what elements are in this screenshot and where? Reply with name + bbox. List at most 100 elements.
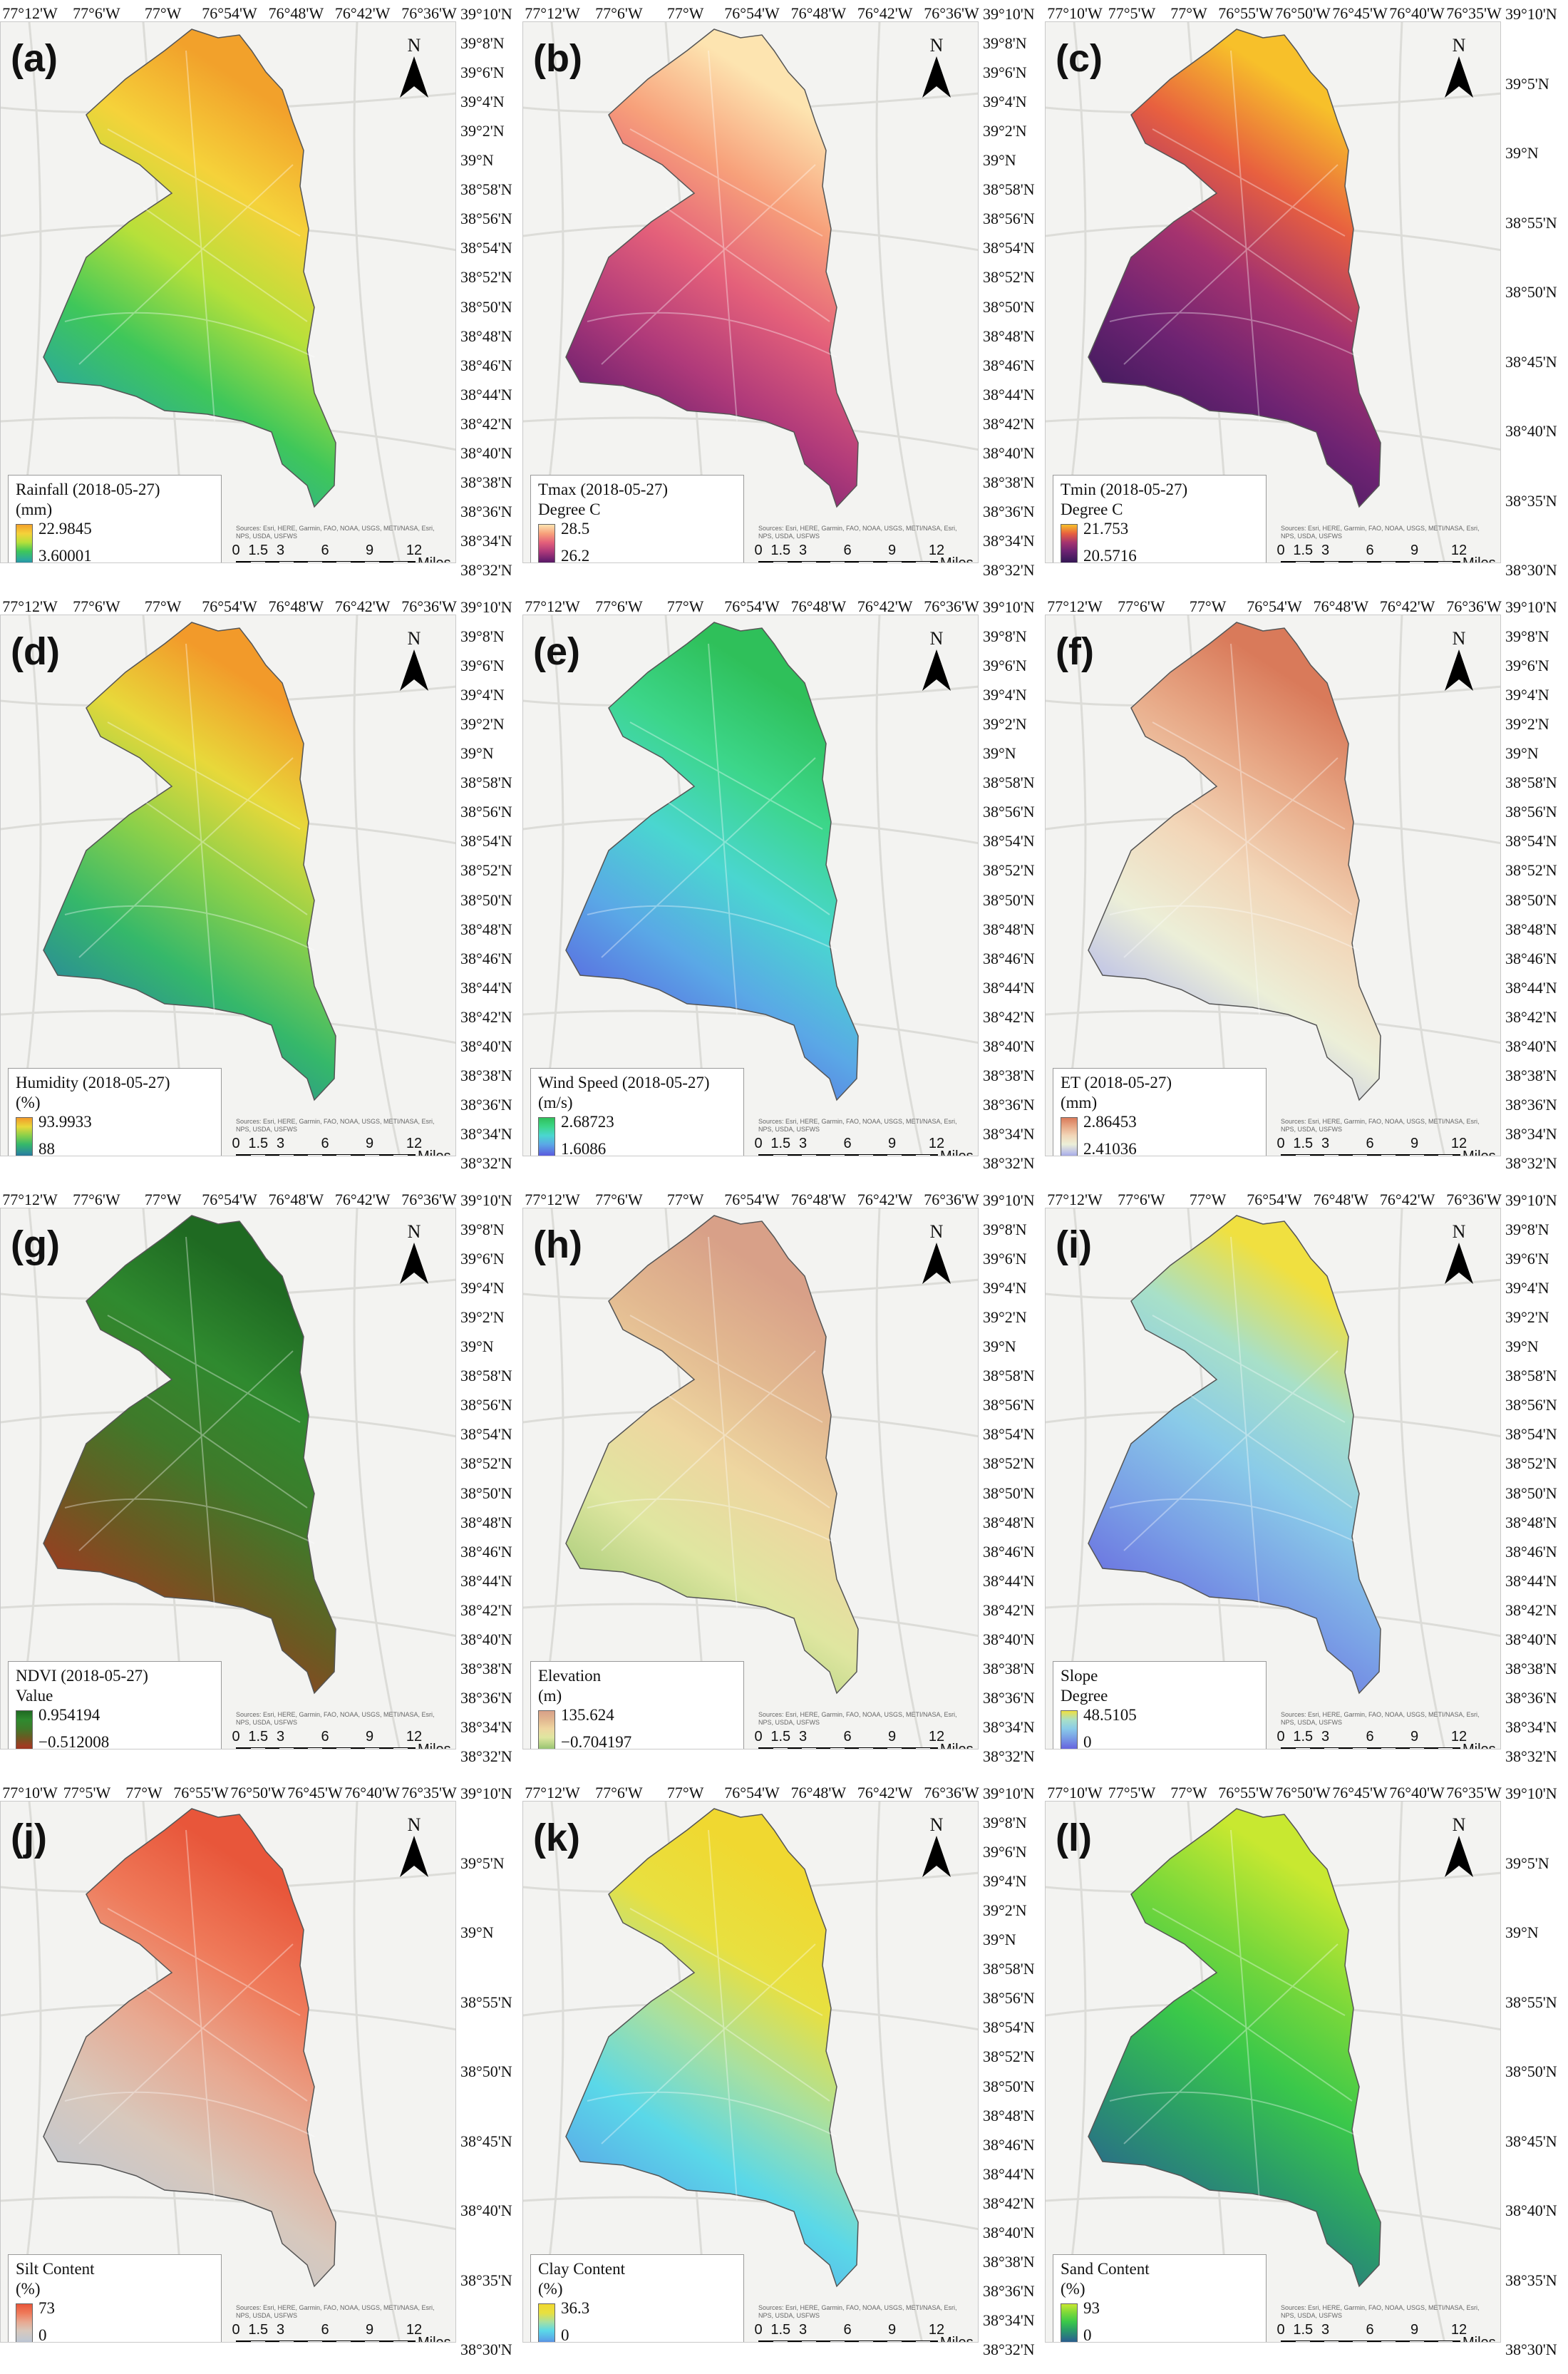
latitude-tick-label: 39°N: [460, 744, 494, 763]
longitude-tick-label: 77°W: [144, 597, 182, 615]
legend-max-value: 2.86453: [1083, 1113, 1137, 1131]
longitude-tick-label: 76°55'W: [1218, 4, 1274, 22]
latitude-tick-label: 39°N: [983, 1337, 1016, 1356]
longitude-tick-label: 77°12'W: [2, 597, 58, 615]
latitude-tick-label: 38°44'N: [460, 385, 512, 404]
road-overlay: [64, 1236, 315, 1608]
scale-bar: 0 1.5 3 6 9 12 Miles: [232, 1729, 451, 1749]
longitude-tick-label: 77°5'W: [1108, 4, 1156, 22]
latitude-tick-label: 39°N: [1505, 1337, 1539, 1356]
latitude-tick-label: 39°8'N: [460, 34, 505, 53]
map-frame[interactable]: (f) N ET (2018-05-27) (mm) 2.86453 2.410…: [1045, 615, 1501, 1156]
latitude-tick-label: 39°2'N: [983, 1901, 1027, 1920]
latitude-tick-label: 38°34'N: [983, 2311, 1035, 2329]
latitude-tick-label: 38°54'N: [460, 832, 512, 851]
scale-bar-tick: 6: [843, 2322, 852, 2338]
basemap-road: [875, 1208, 924, 1749]
north-label: N: [929, 1221, 944, 1242]
latitude-tick-label: 38°32'N: [460, 1154, 512, 1172]
legend-title: Tmax (2018-05-27): [538, 481, 669, 498]
map-frame[interactable]: (e) N Wind Speed (2018-05-27) (m/s) 2.68…: [522, 615, 979, 1156]
latitude-tick-label: 38°50'N: [983, 890, 1035, 909]
longitude-tick-labels: 77°12'W 77°6'W 77°W 76°54'W 76°48'W 76°42'W 76…: [522, 1779, 979, 1802]
legend-color-ramp: [16, 1117, 33, 1156]
map-frame[interactable]: (h) N Elevation (m) 135.624 −0.704197 So…: [522, 1208, 979, 1749]
map-frame[interactable]: (l) N Sand Content (%) 93 0 Sources: Esr…: [1045, 1801, 1501, 2343]
latitude-tick-label: 38°50'N: [1505, 1484, 1557, 1502]
scale-bar-ticks: 0 1.5 3 6 9 12: [1276, 2322, 1495, 2338]
north-label: N: [929, 35, 944, 56]
map-frame[interactable]: (i) N Slope Degree 48.5105 0 Sources: Es…: [1045, 1208, 1501, 1749]
scale-bar-tick: 1.5: [248, 543, 269, 558]
latitude-tick-labels: 39°10'N 39°8'N 39°6'N 39°4'N 39°2'N 39°N 38°58…: [1501, 1186, 1567, 1779]
latitude-tick-label: 39°8'N: [983, 1814, 1027, 1832]
legend-max-value: 0.954194: [38, 1706, 100, 1724]
longitude-tick-labels: 77°10'W 77°5'W 77°W 76°55'W 76°50'W 76°45'W 76…: [1045, 1779, 1502, 1802]
scale-bar-graphic: [236, 1747, 416, 1749]
legend-unit: (mm): [16, 500, 53, 518]
longitude-tick-label: 77°W: [1189, 1191, 1227, 1208]
longitude-tick-label: 76°36'W: [924, 597, 979, 615]
latitude-tick-label: 38°38'N: [460, 473, 512, 491]
legend-unit: (%): [538, 2280, 563, 2298]
latitude-tick-label: 38°38'N: [983, 1066, 1035, 1084]
map-panel-c: 77°10'W 77°5'W 77°W 76°55'W 76°50'W 76°45'W 76…: [1045, 0, 1567, 593]
latitude-tick-label: 38°44'N: [460, 1571, 512, 1590]
scale-bar: 0 1.5 3 6 9 12 Miles: [754, 1729, 974, 1749]
scale-bar-tick: 1.5: [770, 543, 791, 558]
latitude-tick-label: 38°48'N: [983, 327, 1035, 345]
panel-label: (e): [533, 630, 580, 673]
latitude-tick-label: 38°56'N: [460, 1396, 512, 1414]
map-credits: Sources: Esri, HERE, Garmin, FAO, NOAA, …: [236, 2304, 435, 2319]
latitude-tick-label: 38°44'N: [983, 1571, 1035, 1590]
longitude-tick-label: 76°54'W: [724, 1784, 780, 1802]
latitude-tick-label: 39°10'N: [460, 598, 512, 616]
scale-bar: 0 1.5 3 6 9 12 Miles: [232, 2322, 451, 2342]
latitude-tick-label: 38°42'N: [460, 1600, 512, 1619]
legend-min-value: −0.704197: [561, 1733, 632, 1749]
latitude-tick-label: 38°54'N: [1505, 1425, 1557, 1444]
latitude-tick-labels: 39°10'N 39°8'N 39°6'N 39°4'N 39°2'N 39°N 38°58…: [979, 1779, 1045, 2373]
scale-bar-tick: 3: [1321, 2322, 1330, 2338]
longitude-tick-label: 76°42'W: [857, 4, 913, 22]
legend: Silt Content (%) 73 0: [8, 2254, 222, 2342]
scale-bar-unit: Miles: [940, 1149, 974, 1156]
latitude-tick-label: 38°52'N: [983, 2047, 1035, 2066]
map-credits: Sources: Esri, HERE, Garmin, FAO, NOAA, …: [236, 1118, 435, 1133]
legend: Slope Degree 48.5105 0: [1053, 1661, 1267, 1749]
basemap-road: [875, 615, 924, 1156]
longitude-tick-label: 77°10'W: [1047, 1784, 1103, 1802]
latitude-tick-labels: 39°10'N 39°8'N 39°6'N 39°4'N 39°2'N 39°N 38°58…: [1501, 593, 1567, 1186]
latitude-tick-label: 38°44'N: [983, 2164, 1035, 2183]
latitude-tick-label: 38°34'N: [460, 1124, 512, 1143]
latitude-tick-label: 39°N: [460, 1923, 494, 1941]
latitude-tick-label: 38°32'N: [460, 561, 512, 579]
map-frame[interactable]: (a) N Rainfall (2018-05-27) (mm) 22.9845…: [0, 21, 456, 563]
latitude-tick-label: 39°2'N: [1505, 715, 1549, 734]
basemap-road: [1, 1009, 455, 1044]
scale-bar-tick: 0: [232, 2322, 240, 2338]
study-area-raster: [43, 622, 336, 1101]
latitude-tick-label: 38°56'N: [1505, 1396, 1557, 1414]
map-frame[interactable]: (c) N Tmin (2018-05-27) Degree C 21.753 …: [1045, 21, 1501, 563]
scale-bar-tick: 12: [406, 2322, 423, 2338]
latitude-tick-labels: 39°10'N 39°5'N 39°N 38°55'N 38°50'N 38°45'N 38…: [1501, 1779, 1567, 2373]
north-arrow-icon: [400, 1243, 428, 1284]
scale-bar: 0 1.5 3 6 9 12 Miles: [1276, 1729, 1496, 1749]
latitude-tick-label: 39°N: [460, 151, 494, 170]
map-frame[interactable]: (j) N Silt Content (%) 73 0 Sources: Esr…: [0, 1801, 456, 2343]
latitude-tick-label: 38°54'N: [460, 239, 512, 257]
basemap-road: [523, 1009, 978, 1044]
latitude-tick-label: 38°54'N: [983, 239, 1035, 257]
map-frame[interactable]: (g) N NDVI (2018-05-27) Value 0.954194 −…: [0, 1208, 456, 1749]
legend-max-value: 48.5105: [1083, 1706, 1137, 1724]
north-label: N: [407, 35, 421, 56]
legend-color-ramp: [1061, 524, 1078, 562]
map-frame[interactable]: (b) N Tmax (2018-05-27) Degree C 28.5 26…: [522, 21, 979, 563]
road-overlay: [587, 1236, 837, 1608]
map-frame[interactable]: (d) N Humidity (2018-05-27) (%) 93.9933 …: [0, 615, 456, 1156]
map-frame[interactable]: (k) N Clay Content (%) 36.3 0 Sources: E…: [522, 1801, 979, 2343]
scale-bar-tick: 3: [798, 543, 808, 558]
scale-bar-graphic: [758, 2340, 938, 2342]
longitude-tick-labels: 77°10'W 77°5'W 77°W 76°55'W 76°50'W 76°45'W 76…: [0, 1779, 457, 1802]
